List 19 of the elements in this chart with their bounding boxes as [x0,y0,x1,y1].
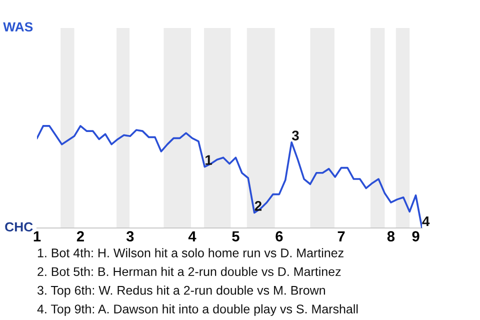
x-tick-label: 4 [188,231,196,242]
text: CHC [5,222,33,232]
text: 3. Top 6th: W. Redus hit a 2-run double vs M. Brown [37,286,325,298]
annotation: 4 [422,216,430,226]
annotation: 2 [254,201,262,211]
x-tick-label: 3 [126,231,134,242]
x-tick-label: 6 [276,231,283,242]
x-tick-label: 8 [387,231,395,242]
x-tick-label: 1 [34,231,41,242]
text: 2. Bot 5th: B. Herman hit a 2-run double vs D. Martinez [38,266,341,276]
x-tick-label: 5 [232,231,240,242]
text: 4. Top 9th: A. Dawson hit into a double play vs S. Marshall [37,304,358,316]
text: 1. Bot 4th: H. Wilson hit a solo home run vs D. Martinez [38,248,344,258]
x-tick-label: 7 [338,231,345,242]
x-tick-label: 2 [76,231,84,242]
x-tick-label: 9 [412,231,420,242]
annotation: 1 [206,155,212,165]
text: WAS [3,22,33,32]
annotation: 3 [292,130,299,140]
